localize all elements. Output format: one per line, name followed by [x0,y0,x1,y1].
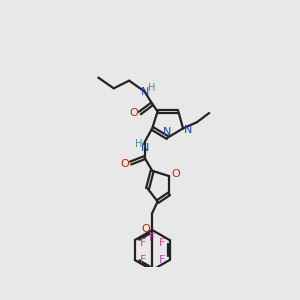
Text: H: H [148,82,155,93]
Text: O: O [171,169,180,179]
Text: N: N [163,127,171,137]
Text: O: O [129,108,138,118]
Text: F: F [159,238,165,248]
Text: N: N [141,143,149,153]
Text: N: N [141,87,149,97]
Text: H: H [135,139,143,149]
Text: N: N [184,125,193,135]
Text: F: F [149,233,155,243]
Text: F: F [140,238,146,248]
Text: O: O [120,159,129,169]
Text: O: O [141,224,150,233]
Text: F: F [159,255,165,265]
Text: F: F [140,255,146,265]
